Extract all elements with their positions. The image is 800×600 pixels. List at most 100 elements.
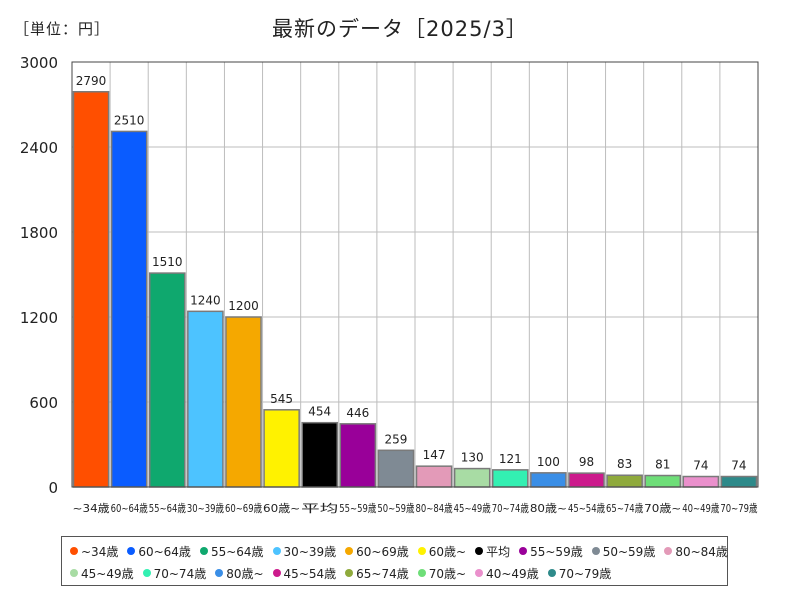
legend-item: 70歳~ (417, 565, 467, 582)
legend-swatch (127, 547, 136, 555)
legend-label: 55~64歳 (210, 544, 264, 559)
value-label: 81 (655, 458, 670, 472)
legend-swatch (345, 547, 354, 555)
y-tick-label: 2400 (20, 139, 58, 157)
legend: ~34歳 60~64歳 55~64歳 30~39歳 60~69歳 60歳~ 平均 55~59歳… (61, 536, 728, 586)
legend-swatch (70, 569, 78, 577)
bar (568, 472, 605, 488)
value-label: 259 (384, 432, 407, 446)
x-tick-label: 平均 (301, 502, 338, 515)
legend-label: 60~64歳 (138, 544, 191, 559)
legend-item: 45~49歳 (70, 565, 134, 582)
x-tick-label: 60~69歳 (225, 502, 262, 515)
value-label: 130 (461, 451, 484, 465)
bar (644, 474, 682, 488)
legend-item: 60歳~ (417, 543, 467, 560)
legend-swatch (417, 569, 426, 577)
bar-chart: 0 600 1200 1800 2400 3000 2790 2510 1510 1240 120… (20, 54, 759, 515)
bar (301, 421, 339, 488)
legend-item: 70~79歳 (547, 565, 611, 582)
legend-swatch (519, 547, 528, 555)
legend-item: 60~69歳 (345, 543, 409, 560)
bar (415, 465, 453, 488)
legend-swatch (272, 547, 281, 555)
plot-frame (71, 61, 759, 488)
y-axis-ticks: 0 600 1200 1800 2400 3000 (20, 54, 58, 497)
legend-item: 平均 (475, 543, 510, 560)
bar (377, 449, 415, 488)
y-tick-label: 600 (29, 394, 58, 412)
legend-item: 40~49歳 (475, 565, 539, 582)
value-label: 545 (270, 392, 293, 406)
bar (110, 130, 148, 488)
x-axis-ticks: ~34歳 60~64歳 55~64歳 30~39歳 60~69歳 60歳~ 平均 55~59歳… (73, 502, 758, 515)
legend-item: 50~59歳 (591, 543, 656, 560)
chart-title: 最新のデータ［2025/3］ (272, 17, 528, 41)
x-tick-label: 40~49歳 (682, 502, 719, 515)
x-tick-label: 45~49歳 (454, 502, 491, 515)
legend-label: 30~39歳 (283, 544, 337, 559)
x-tick-label: 60歳~ (263, 502, 300, 515)
legend-swatch (664, 547, 673, 555)
bar (225, 316, 262, 488)
x-tick-label: 70歳~ (644, 502, 681, 515)
bar (72, 91, 110, 488)
legend-item: 55~59歳 (519, 543, 583, 560)
legend-label: 65~74歳 (356, 566, 409, 581)
legend-item: 55~64歳 (199, 543, 264, 560)
value-label: 98 (579, 455, 594, 469)
legend-swatch (475, 547, 484, 555)
legend-swatch (272, 569, 281, 577)
value-label: 147 (423, 448, 446, 462)
unit-label: ［単位：円］ (14, 20, 111, 38)
legend-swatch (345, 569, 354, 577)
legend-swatch (547, 569, 556, 577)
legend-label: 50~59歳 (602, 544, 656, 559)
bar (530, 472, 567, 488)
x-tick-label: 55~59歳 (339, 502, 376, 515)
legend-swatch (591, 547, 600, 555)
bar (682, 475, 720, 488)
value-label: 446 (346, 406, 369, 420)
x-tick-label: 30~39歳 (187, 502, 224, 515)
y-tick-label: 3000 (20, 54, 58, 72)
y-tick-label: 1800 (20, 224, 58, 242)
bar (339, 423, 377, 488)
x-tick-label: 55~64歳 (149, 502, 186, 515)
legend-item: 65~74歳 (345, 565, 409, 582)
x-tick-label: 65~74歳 (606, 502, 643, 515)
legend-label: 70~74歳 (153, 566, 207, 581)
value-label: 121 (499, 452, 522, 466)
y-tick-label: 0 (48, 479, 58, 497)
y-tick-label: 1200 (20, 309, 58, 327)
legend-swatch (417, 547, 426, 555)
legend-item: 30~39歳 (272, 543, 337, 560)
legend-item: 45~54歳 (272, 565, 336, 582)
legend-label: 60歳~ (428, 544, 467, 559)
value-label: 2790 (76, 74, 107, 88)
bar (491, 469, 529, 488)
value-label: 2510 (114, 113, 145, 127)
legend-item: 70~74歳 (142, 565, 207, 582)
x-tick-label: 45~54歳 (568, 502, 605, 515)
value-label: 83 (617, 457, 632, 471)
bar (263, 409, 300, 488)
value-label: 1200 (228, 299, 259, 313)
value-label: 74 (693, 459, 708, 473)
legend-swatch (475, 569, 484, 577)
x-tick-label: 80~84歳 (416, 502, 453, 515)
legend-label: 60~69歳 (356, 544, 409, 559)
value-label: 1240 (190, 293, 221, 307)
legend-label: 70歳~ (428, 566, 467, 581)
legend-label: 平均 (486, 544, 511, 559)
value-labels: 2790 2510 1510 1240 1200 545 454 446 259 147 130 12… (76, 74, 747, 473)
legend-row-1: ~34歳 60~64歳 55~64歳 30~39歳 60~69歳 60歳~ 平均 55~59歳… (70, 541, 737, 561)
legend-swatch (215, 569, 224, 577)
x-tick-label: 70~74歳 (492, 502, 529, 515)
legend-item: ~34歳 (70, 543, 118, 560)
x-tick-label: 70~79歳 (720, 502, 757, 515)
bar (187, 310, 224, 488)
legend-swatch (199, 547, 208, 555)
value-label: 1510 (152, 255, 183, 269)
legend-item: 80歳~ (215, 565, 264, 582)
